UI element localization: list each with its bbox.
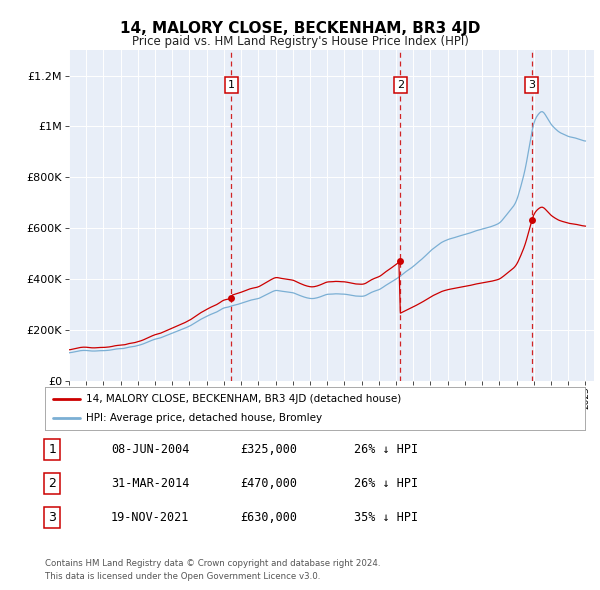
Text: HPI: Average price, detached house, Bromley: HPI: Average price, detached house, Brom… — [86, 413, 322, 423]
Text: 26% ↓ HPI: 26% ↓ HPI — [354, 443, 418, 457]
Text: 3: 3 — [529, 80, 535, 90]
Text: 14, MALORY CLOSE, BECKENHAM, BR3 4JD (detached house): 14, MALORY CLOSE, BECKENHAM, BR3 4JD (de… — [86, 394, 401, 404]
Text: 14, MALORY CLOSE, BECKENHAM, BR3 4JD: 14, MALORY CLOSE, BECKENHAM, BR3 4JD — [120, 21, 480, 35]
Text: This data is licensed under the Open Government Licence v3.0.: This data is licensed under the Open Gov… — [45, 572, 320, 581]
Text: 1: 1 — [48, 443, 56, 457]
Text: 2: 2 — [397, 80, 404, 90]
Text: 3: 3 — [48, 511, 56, 525]
Text: £630,000: £630,000 — [240, 511, 297, 525]
Text: 31-MAR-2014: 31-MAR-2014 — [111, 477, 190, 490]
Text: Contains HM Land Registry data © Crown copyright and database right 2024.: Contains HM Land Registry data © Crown c… — [45, 559, 380, 568]
Text: 35% ↓ HPI: 35% ↓ HPI — [354, 511, 418, 525]
Text: 08-JUN-2004: 08-JUN-2004 — [111, 443, 190, 457]
Text: £470,000: £470,000 — [240, 477, 297, 490]
Text: 26% ↓ HPI: 26% ↓ HPI — [354, 477, 418, 490]
Text: Price paid vs. HM Land Registry's House Price Index (HPI): Price paid vs. HM Land Registry's House … — [131, 35, 469, 48]
Text: 2: 2 — [48, 477, 56, 490]
Text: £325,000: £325,000 — [240, 443, 297, 457]
Text: 1: 1 — [228, 80, 235, 90]
Text: 19-NOV-2021: 19-NOV-2021 — [111, 511, 190, 525]
